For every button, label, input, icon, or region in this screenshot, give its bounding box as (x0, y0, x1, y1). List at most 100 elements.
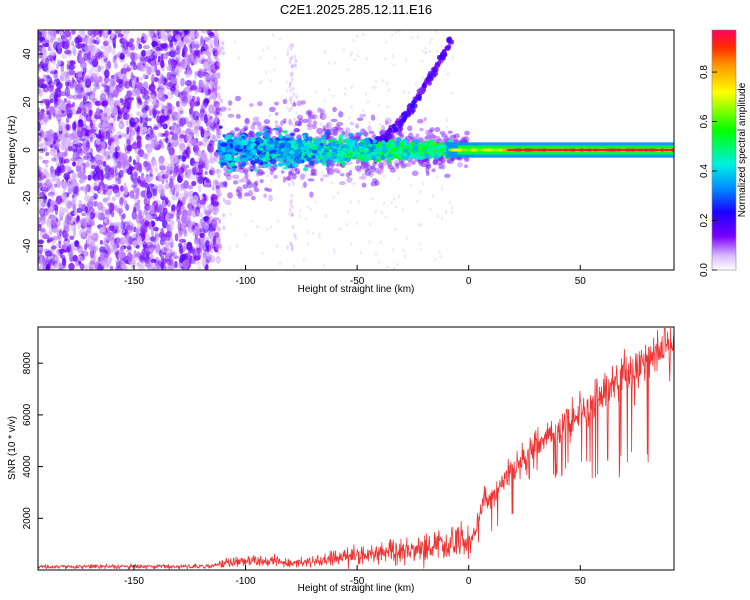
spectrogram-cell (136, 37, 141, 46)
spectrogram-cell (402, 248, 405, 252)
spectrogram-cell (67, 186, 72, 192)
spectrogram-cell (38, 89, 43, 97)
spectrogram-cell (339, 173, 345, 177)
spectrogram-cell (262, 48, 265, 52)
spectrogram-cell (79, 177, 86, 184)
spectrogram-cell (50, 193, 55, 200)
spectrogram-cell (332, 106, 337, 113)
spectrogram-cell (209, 243, 214, 249)
spectrogram-cell (385, 40, 388, 44)
spectrogram-cell (216, 103, 220, 108)
spectrogram-cell (168, 163, 175, 171)
spectrogram-cell (90, 94, 96, 101)
spectrogram-cell (76, 71, 81, 81)
spectrogram-cell (332, 248, 335, 252)
spectrogram-cell (351, 182, 354, 186)
spectrogram-cell (288, 212, 291, 216)
spectrogram-cell (192, 110, 200, 121)
spectrogram-cell (291, 173, 297, 180)
spectrogram-cell (56, 37, 63, 42)
spectrogram-cell (118, 78, 123, 89)
spectrogram-cell (56, 81, 63, 90)
spectrogram-cell (405, 236, 409, 240)
spectrogram-cell (126, 168, 132, 174)
spectrogram-cell (214, 91, 218, 97)
spectrogram-cell (104, 69, 110, 79)
spectrogram-cell (434, 135, 441, 142)
spectrogram-cell (208, 169, 214, 176)
spectrogram-cell (118, 119, 122, 128)
spectrogram-cell (38, 39, 41, 45)
spectrogram-cell (386, 104, 389, 109)
spectrogram-cell (335, 125, 341, 129)
spectrogram-cell (157, 203, 164, 212)
spectrogram-cell (119, 229, 126, 234)
spectrogram-cell (120, 185, 124, 192)
spectrogram-cell (440, 186, 444, 191)
spectrogram-cell (136, 111, 142, 117)
spectrogram-cell (291, 243, 294, 248)
spectrogram-cell (184, 241, 187, 250)
spectrogram-cell (199, 232, 205, 238)
spectrogram-cell (446, 125, 449, 129)
spectrogram-cell (216, 58, 220, 63)
spectrogram-cell (257, 177, 260, 181)
spectrogram-cell (70, 199, 77, 208)
spectrogram-cell (63, 97, 67, 104)
spectrogram-cell (216, 45, 220, 50)
spectrogram-cell (357, 132, 363, 136)
spectrogram-cell (324, 214, 327, 218)
spectrogram-cell (405, 58, 408, 62)
spectrogram-cell (359, 113, 367, 118)
spectrogram-cell (198, 68, 204, 76)
spectrogram-cell (270, 178, 273, 182)
spectrogram-cell (354, 123, 360, 129)
spectrogram-cell (126, 126, 130, 135)
spectrogram-cell (165, 249, 173, 256)
spectrogram-cell (345, 223, 348, 227)
spectrogram-cell (45, 250, 53, 257)
spectrogram-cell (338, 111, 344, 118)
spectrogram-cell (337, 170, 341, 174)
spectrogram-cell (222, 118, 225, 122)
spectrogram-cell (210, 80, 214, 86)
spectrogram-cell (371, 197, 374, 201)
spectrogram-cell (145, 117, 152, 122)
spectrogram-cell (294, 58, 298, 63)
spectrogram-cell (72, 107, 77, 116)
spectrogram-cell (194, 71, 197, 81)
spectrogram-cell (160, 262, 164, 270)
spectrogram-cell (53, 73, 59, 80)
spectrogram-cell (124, 80, 131, 89)
spectrogram-cell (282, 176, 287, 183)
spectrogram-cell (168, 114, 176, 122)
spectrogram-cell (46, 201, 51, 208)
spectrogram-cell (257, 101, 263, 107)
spectrogram-cell (148, 204, 155, 215)
spectrogram-cell (61, 54, 68, 59)
spectrogram-cell (203, 131, 208, 142)
spectrogram-cell (186, 133, 192, 142)
spectrogram-cell (199, 80, 205, 88)
spectrogram-cell (425, 164, 432, 169)
spectrogram-cell (63, 181, 68, 191)
spectrogram-cell (332, 128, 339, 136)
spectrogram-cell (404, 164, 412, 168)
spectrogram-cell (299, 117, 303, 124)
spectrogram-cell (365, 57, 369, 61)
spectrogram-cell (152, 101, 157, 106)
spectrogram-cell (130, 51, 135, 61)
spectrogram-cell (65, 222, 70, 228)
spectrogram-cell (189, 98, 195, 109)
spectrogram-cell (126, 41, 134, 48)
spectrogram-cell (168, 263, 175, 270)
spectrogram-cell (52, 59, 56, 65)
spectrogram-cell (361, 182, 367, 188)
spectrogram-cell (348, 116, 351, 120)
spectrogram-cell (114, 88, 119, 99)
spectrogram-cell (153, 109, 156, 119)
spectrogram-cell (185, 164, 190, 169)
spectrogram-cell (38, 183, 43, 189)
spectrogram-cell (166, 82, 172, 87)
